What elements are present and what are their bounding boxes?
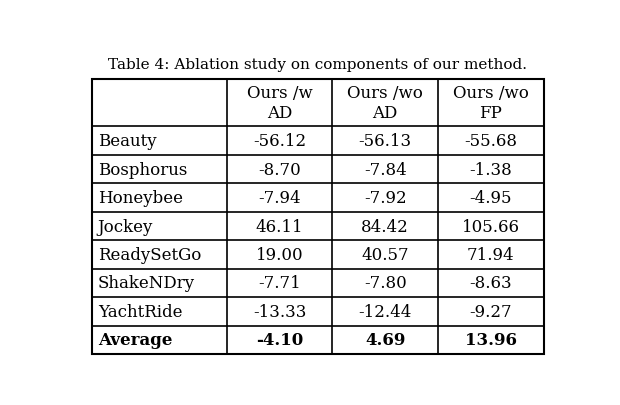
Text: Table 4: Ablation study on components of our method.: Table 4: Ablation study on components of… [108, 58, 527, 72]
Text: -4.10: -4.10 [256, 332, 303, 348]
Text: Bosphorus: Bosphorus [98, 161, 187, 178]
Text: -4.95: -4.95 [469, 190, 512, 207]
Text: -9.27: -9.27 [469, 303, 512, 320]
Text: Ours /wo
AD: Ours /wo AD [347, 85, 423, 122]
Text: -13.33: -13.33 [253, 303, 306, 320]
Text: -56.13: -56.13 [358, 133, 412, 150]
Text: Honeybee: Honeybee [98, 190, 183, 207]
Text: ShakeNDry: ShakeNDry [98, 275, 195, 292]
Text: ReadySetGo: ReadySetGo [98, 246, 201, 263]
Text: -8.63: -8.63 [469, 275, 512, 292]
Text: 4.69: 4.69 [365, 332, 405, 348]
Text: Jockey: Jockey [98, 218, 153, 235]
Text: 40.57: 40.57 [361, 246, 409, 263]
Text: 105.66: 105.66 [462, 218, 520, 235]
Text: 71.94: 71.94 [467, 246, 515, 263]
Text: -55.68: -55.68 [464, 133, 517, 150]
Text: -7.71: -7.71 [258, 275, 301, 292]
Text: 13.96: 13.96 [465, 332, 517, 348]
Text: -8.70: -8.70 [258, 161, 301, 178]
Text: Beauty: Beauty [98, 133, 156, 150]
Text: -56.12: -56.12 [253, 133, 306, 150]
Text: -7.92: -7.92 [364, 190, 407, 207]
Text: Ours /w
AD: Ours /w AD [247, 85, 312, 122]
Text: -7.94: -7.94 [259, 190, 301, 207]
Text: 46.11: 46.11 [255, 218, 303, 235]
Text: -12.44: -12.44 [358, 303, 412, 320]
Text: 84.42: 84.42 [361, 218, 409, 235]
Text: 19.00: 19.00 [255, 246, 303, 263]
Text: Average: Average [98, 332, 172, 348]
Text: YachtRide: YachtRide [98, 303, 182, 320]
Text: -7.80: -7.80 [364, 275, 407, 292]
Text: Ours /wo
FP: Ours /wo FP [453, 85, 529, 122]
Text: -7.84: -7.84 [364, 161, 407, 178]
Text: -1.38: -1.38 [469, 161, 512, 178]
